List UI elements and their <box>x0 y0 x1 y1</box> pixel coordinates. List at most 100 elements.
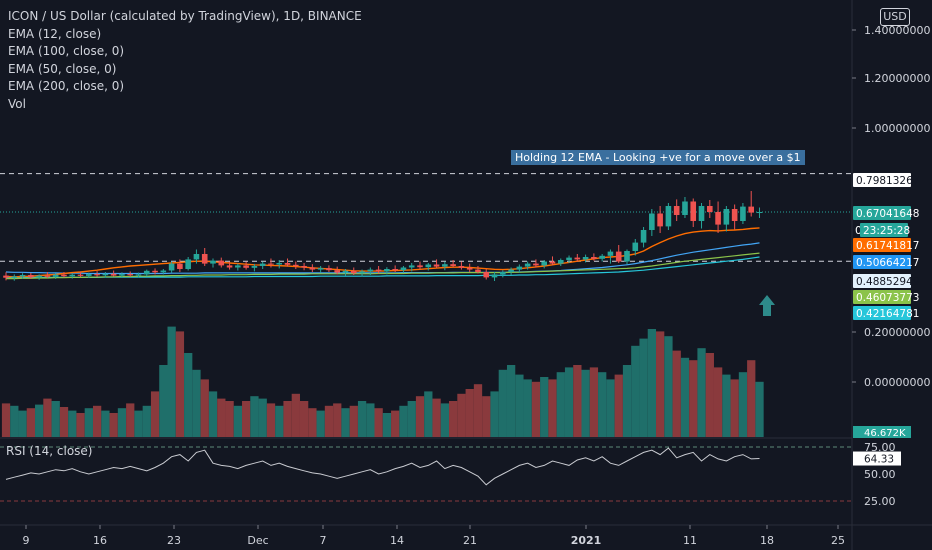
volume-bar <box>142 405 151 437</box>
volume-bar <box>101 410 110 437</box>
volume-bar <box>382 413 392 437</box>
legend-volume: Vol <box>8 96 26 111</box>
candle-body <box>433 264 440 267</box>
candle-body <box>284 263 291 265</box>
candle-body <box>384 269 390 272</box>
volume-bar <box>457 393 466 437</box>
volume-bar <box>689 360 698 437</box>
time-tick-label: 7 <box>320 534 327 547</box>
volume-bar <box>415 396 425 437</box>
ema-200-line <box>6 256 760 278</box>
volume-bar <box>349 405 358 437</box>
volume-bar <box>713 367 723 437</box>
candle-body <box>731 209 738 221</box>
volume-bar <box>722 374 731 437</box>
candle-body <box>77 274 84 276</box>
candle-body <box>127 274 133 276</box>
candle-body <box>533 263 539 266</box>
volume-bar <box>672 350 681 437</box>
candle-body <box>566 257 572 260</box>
volume-bar <box>242 401 251 437</box>
candle-body <box>268 263 274 265</box>
rsi-tick-label: 25.00 <box>864 495 896 508</box>
rsi-value-box <box>853 451 901 466</box>
candle-body <box>193 254 200 260</box>
volume-bar <box>159 365 168 437</box>
volume-bar <box>407 401 416 437</box>
volume-bar <box>680 357 690 437</box>
volume-bar <box>564 367 574 437</box>
volume-bar <box>531 381 541 437</box>
currency-button[interactable]: USD <box>880 8 910 26</box>
candle-body <box>334 270 340 273</box>
chart-legend: ICON / US Dollar (calculated by TradingV… <box>8 8 362 113</box>
volume-bar <box>374 408 383 437</box>
volume-bar <box>200 379 209 437</box>
volume-bar <box>490 391 499 437</box>
volume-bar <box>35 404 44 437</box>
candle-body <box>458 266 465 268</box>
volume-bar <box>233 405 243 437</box>
candle-body <box>259 263 266 266</box>
volume-bar <box>117 408 127 437</box>
candle-body <box>508 269 514 272</box>
candle-body <box>375 269 382 272</box>
candle-body <box>591 257 597 259</box>
volume-bar <box>515 374 524 437</box>
legend-ema-50: EMA (50, close, 0) <box>8 61 117 76</box>
volume-bar <box>482 396 491 437</box>
volume-bar <box>581 369 590 437</box>
price-tick-label: 0.20000000 <box>864 326 930 339</box>
candle-body <box>19 275 26 277</box>
volume-bar <box>540 377 549 437</box>
candle-body <box>408 265 415 268</box>
candle-body <box>500 272 506 275</box>
price-label: 0.50664217 <box>856 257 919 269</box>
volume-bar <box>730 379 739 437</box>
candle-body <box>243 265 249 268</box>
candle-body <box>690 201 697 221</box>
candle-body <box>491 274 498 278</box>
candle-body <box>483 272 490 278</box>
candle-body <box>218 260 225 266</box>
candle-body <box>276 263 283 265</box>
candle-body <box>673 206 680 215</box>
volume-bar <box>449 401 458 437</box>
candle-body <box>69 274 76 277</box>
volume-bar <box>391 410 400 437</box>
candle-body <box>177 263 183 269</box>
volume-bar <box>705 353 714 437</box>
candle-body <box>524 263 531 267</box>
candle-body <box>400 267 407 271</box>
volume-bar <box>266 403 276 437</box>
candle-body <box>342 270 349 273</box>
candle-body <box>235 265 241 268</box>
volume-bar <box>26 408 36 437</box>
volume-bar <box>18 410 27 437</box>
chart-annotation: Holding 12 EMA - Looking +ve for a move … <box>511 150 805 165</box>
volume-bar <box>1 403 11 437</box>
candle-body <box>61 274 67 277</box>
volume-bar <box>175 331 185 437</box>
volume-bar <box>308 408 317 437</box>
candle-body <box>28 275 34 278</box>
candle-body <box>392 269 398 271</box>
candle-body <box>52 274 59 277</box>
volume-bar <box>225 401 234 437</box>
volume-bar <box>357 401 367 437</box>
volume-bar <box>631 345 640 437</box>
candle-body <box>516 266 523 270</box>
volume-bar <box>506 365 516 437</box>
volume-bar <box>275 405 284 437</box>
candle-body <box>417 265 423 268</box>
volume-bar <box>217 398 226 437</box>
price-label: 0.67041648 <box>856 208 919 220</box>
volume-bar <box>341 408 350 437</box>
volume-bar <box>647 329 657 437</box>
volume-bar <box>747 360 756 437</box>
volume-bar <box>283 401 292 437</box>
up-arrow-marker <box>759 295 775 316</box>
volume-bar <box>126 403 135 437</box>
candle-body <box>707 206 713 212</box>
